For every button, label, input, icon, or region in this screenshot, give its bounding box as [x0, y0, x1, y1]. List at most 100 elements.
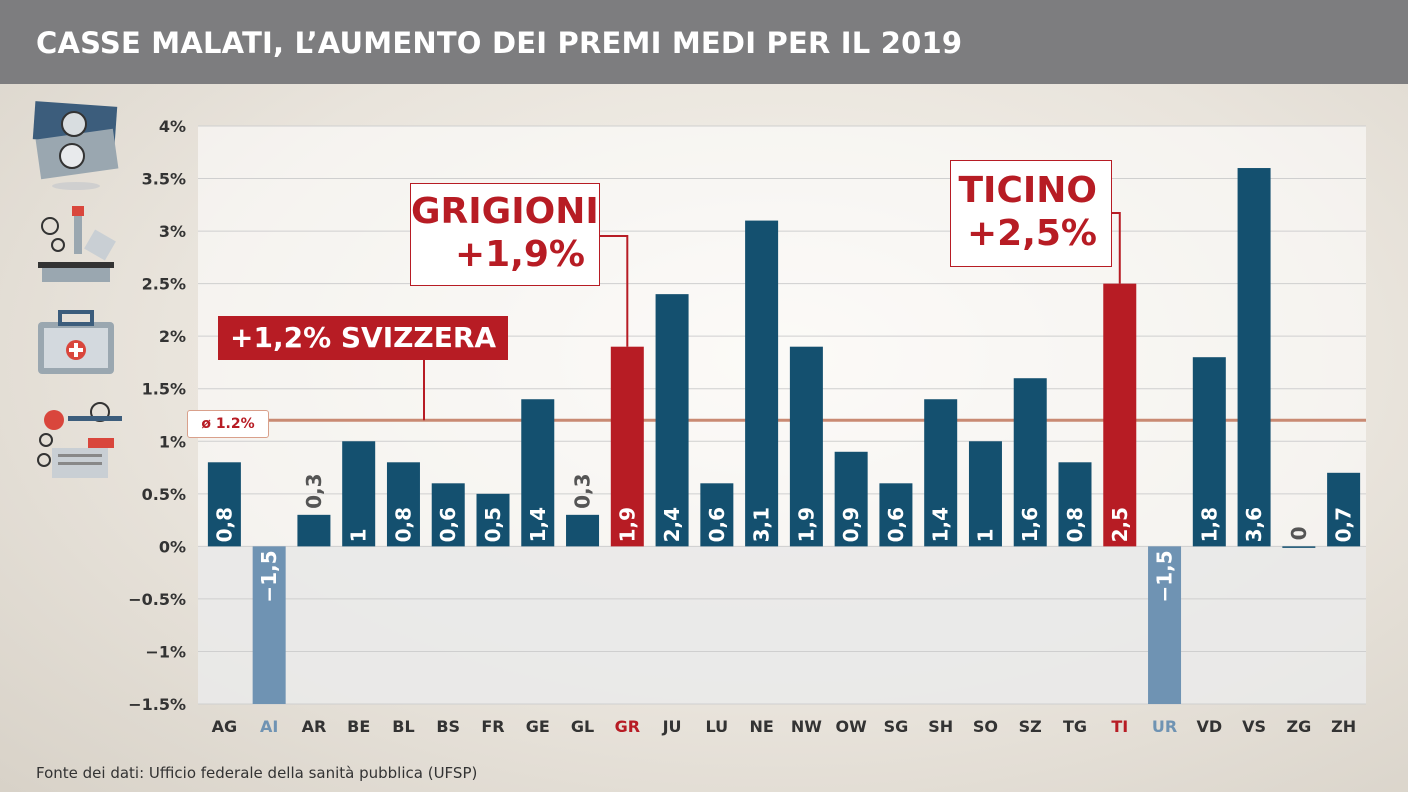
- bar-value-label: 1,6: [1018, 507, 1042, 542]
- grigioni-callout-title: GRIGIONI: [411, 191, 599, 232]
- x-tick-label: AI: [260, 717, 278, 736]
- x-tick-label: VD: [1196, 717, 1222, 736]
- y-tick-label: 4%: [159, 117, 186, 136]
- bar-tg: [1058, 462, 1092, 547]
- x-tick-label: BS: [436, 717, 460, 736]
- y-tick-label: 0%: [159, 537, 186, 556]
- bar-value-label: 1,8: [1197, 507, 1221, 542]
- bar-value-label: −1,5: [1153, 550, 1177, 602]
- bar-nw: [789, 346, 823, 547]
- bar-ai: [252, 546, 286, 704]
- y-tick-label: 3%: [159, 222, 186, 241]
- bar-value-label: 2,4: [660, 507, 684, 542]
- bar-value-label: 3,6: [1242, 507, 1266, 542]
- bar-ag: [207, 462, 241, 547]
- y-tick-label: 1.5%: [142, 380, 186, 399]
- x-tick-label: BL: [392, 717, 414, 736]
- bar-value-label: 0,3: [302, 473, 326, 508]
- x-tick-label: JU: [662, 717, 682, 736]
- x-tick-label: AR: [302, 717, 327, 736]
- ticino-callout-value: +2,5%: [966, 213, 1097, 255]
- switzerland-average-label: +1,2% SVIZZERA: [218, 316, 509, 360]
- x-tick-label: GL: [571, 717, 594, 736]
- y-tick-label: −1%: [145, 642, 186, 661]
- bar-ge: [521, 399, 555, 547]
- x-tick-label: SO: [973, 717, 998, 736]
- x-tick-label: AG: [212, 717, 238, 736]
- medical-kit-icon: [38, 310, 114, 374]
- bar-zg: [1282, 546, 1316, 548]
- bar-value-label: 1,9: [794, 507, 818, 542]
- bar-value-label: 0,8: [391, 507, 415, 542]
- bar-value-label: 0,8: [1063, 507, 1087, 542]
- bar-lu: [700, 483, 734, 547]
- x-tick-label: GE: [526, 717, 550, 736]
- bar-gl: [566, 514, 600, 547]
- ticino-callout-title: TICINO: [958, 170, 1098, 211]
- bar-so: [968, 441, 1002, 547]
- bar-ju: [655, 294, 689, 547]
- x-tick-label: SZ: [1019, 717, 1042, 736]
- bar-ur: [1148, 546, 1182, 704]
- bar-sg: [879, 483, 913, 547]
- bar-gr: [610, 346, 644, 547]
- x-tick-label: TI: [1111, 717, 1128, 736]
- bar-sh: [924, 399, 958, 547]
- x-tick-label: GR: [615, 717, 640, 736]
- y-tick-label: −0.5%: [128, 590, 186, 609]
- y-tick-label: 1%: [159, 432, 186, 451]
- bar-value-label: 3,1: [750, 507, 774, 542]
- y-tick-label: 0.5%: [142, 485, 186, 504]
- illustration-icons: [32, 101, 122, 478]
- x-tick-label: BE: [347, 717, 370, 736]
- chart-title: CASSE MALATI, L’AUMENTO DEI PREMI MEDI P…: [36, 26, 963, 60]
- x-tick-label: UR: [1152, 717, 1177, 736]
- bar-value-label: 1,9: [615, 507, 639, 542]
- bar-value-label: 1: [973, 528, 997, 542]
- bar-sz: [1013, 378, 1047, 547]
- bar-value-label: 0,5: [481, 507, 505, 542]
- bar-value-label: 0,6: [884, 507, 908, 542]
- bar-vd: [1192, 357, 1226, 547]
- average-tag: ø 1.2%: [187, 410, 269, 438]
- stethoscope-icon: [37, 402, 122, 478]
- y-tick-label: 2.5%: [142, 275, 186, 294]
- x-tick-label: OW: [836, 717, 868, 736]
- x-tick-label: SH: [928, 717, 953, 736]
- bar-zh: [1327, 472, 1361, 547]
- data-source: Fonte dei dati: Ufficio federale della s…: [36, 764, 478, 782]
- bar-value-label: 0,7: [1332, 507, 1356, 542]
- x-tick-label: ZH: [1331, 717, 1356, 736]
- bar-ow: [834, 451, 868, 547]
- x-tick-label: NE: [749, 717, 773, 736]
- x-tick-label: NW: [791, 717, 822, 736]
- grigioni-callout: GRIGIONI +1,9%: [410, 183, 600, 286]
- x-tick-label: SG: [884, 717, 909, 736]
- bar-value-label: 0,6: [705, 507, 729, 542]
- bar-value-label: 2,5: [1108, 507, 1132, 542]
- plot-area-negative: [198, 546, 1366, 704]
- y-tick-label: 2%: [159, 327, 186, 346]
- bar-fr: [476, 493, 510, 547]
- bar-bl: [386, 462, 420, 547]
- grigioni-callout-value: +1,9%: [454, 234, 585, 276]
- ticino-callout-connector: [1112, 212, 1121, 284]
- bar-bs: [431, 483, 465, 547]
- bar-value-label: 0,8: [212, 507, 236, 542]
- bar-value-label: 0,3: [571, 473, 595, 508]
- bar-value-label: 0,6: [436, 507, 460, 542]
- bar-be: [342, 441, 376, 547]
- bar-ar: [297, 514, 331, 547]
- bar-vs: [1237, 168, 1271, 547]
- y-tick-label: 3.5%: [142, 170, 186, 189]
- grigioni-callout-connector: [600, 235, 629, 347]
- bar-value-label: 1: [347, 528, 371, 542]
- x-tick-label: VS: [1242, 717, 1266, 736]
- bar-ti: [1103, 283, 1137, 547]
- bar-value-label: 0: [1287, 526, 1311, 540]
- ticino-callout: TICINO +2,5%: [950, 160, 1112, 267]
- y-tick-label: −1.5%: [128, 695, 186, 714]
- x-tick-label: FR: [481, 717, 504, 736]
- x-tick-label: TG: [1063, 717, 1087, 736]
